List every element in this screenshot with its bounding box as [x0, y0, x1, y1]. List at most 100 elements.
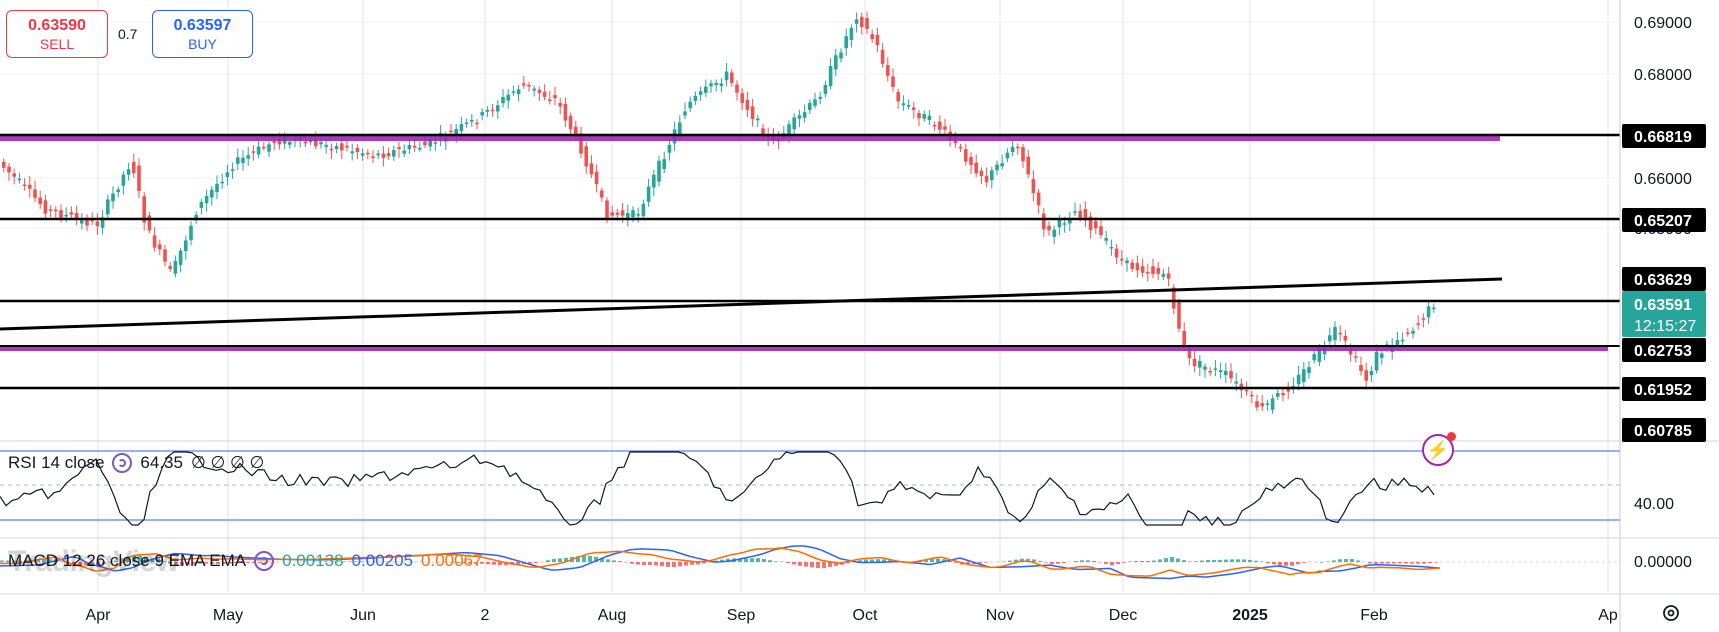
candle-body — [303, 141, 308, 144]
indicator-settings-icon[interactable] — [112, 453, 133, 473]
gear-icon[interactable] — [1660, 602, 1682, 624]
macd-histogram-bar — [846, 562, 850, 564]
candle-body — [43, 200, 48, 214]
indicator-settings-icon[interactable] — [254, 551, 275, 571]
macd-histogram-bar — [564, 557, 568, 562]
macd-histogram-bar — [354, 561, 358, 562]
macd-histogram-bar — [180, 562, 184, 566]
candle-body — [901, 103, 906, 106]
price-label-box — [1622, 338, 1706, 362]
price-tick-label: 0.68000 — [1634, 67, 1692, 84]
candle-body — [823, 85, 828, 94]
candle-body — [620, 210, 625, 216]
macd-histogram-bar — [954, 562, 958, 563]
macd-histogram-bar — [630, 562, 634, 564]
candle-body — [17, 178, 22, 181]
candle-body — [490, 109, 495, 112]
macd-histogram-bar — [1434, 562, 1438, 563]
macd-histogram-bar — [648, 562, 652, 566]
candle-body — [917, 113, 921, 119]
macd-histogram-bar — [804, 562, 808, 567]
macd-histogram-bar — [330, 561, 334, 562]
macd-histogram-bar — [1062, 562, 1066, 564]
candle-body — [548, 99, 552, 102]
candle-body — [116, 189, 120, 193]
time-axis: Apr May Jun 2 Aug Sep Oct Nov Dec 2025 Feb Ap — [86, 607, 1618, 624]
candle-body — [979, 170, 984, 177]
candle-body — [1166, 273, 1171, 279]
macd-histogram-bar — [936, 558, 940, 562]
macd-histogram-bar — [948, 560, 952, 562]
candle-body — [1010, 146, 1015, 153]
candle-body — [610, 212, 614, 216]
macd-histogram-bar — [1338, 559, 1342, 562]
macd-histogram-bar — [114, 560, 118, 562]
candle-body — [797, 115, 802, 119]
candle-body — [1229, 371, 1233, 379]
macd-histogram-bar — [516, 562, 520, 565]
macd-histogram-bar — [150, 558, 154, 562]
trendline — [0, 277, 1503, 331]
price-label-box — [1622, 377, 1706, 401]
candle-body — [147, 215, 152, 231]
candle-body — [891, 76, 895, 87]
macd-histogram-bar — [534, 562, 538, 563]
candle-body — [813, 99, 817, 106]
macd-histogram-bar — [1392, 562, 1396, 564]
rsi-legend[interactable]: RSI 14 close 64.35 ∅ ∅ ∅ ∅ — [8, 453, 264, 473]
candle-body — [818, 96, 822, 99]
candle-body — [454, 128, 458, 135]
candle-body — [256, 146, 261, 155]
macd-histogram-bar — [1344, 558, 1348, 562]
candle-body — [220, 181, 224, 184]
macd-line-value: 0.00205 — [351, 551, 414, 570]
notification-dot — [1447, 432, 1456, 441]
macd-signal-line — [0, 547, 1441, 577]
macd-histogram-bar — [204, 562, 208, 564]
candle-body — [433, 142, 438, 144]
candle-body — [1031, 179, 1036, 194]
macd-histogram-bar — [1296, 562, 1300, 565]
candle-body — [943, 126, 947, 130]
candle-body — [688, 101, 692, 109]
sell-price: 0.63590 — [28, 17, 86, 34]
candle-body — [1192, 358, 1197, 367]
candle-body — [1057, 219, 1062, 228]
candle-body — [225, 172, 230, 178]
macd-legend[interactable]: MACD 12 26 close 9 EMA EMA 0.00138 0.002… — [8, 551, 482, 571]
macd-histogram-bar — [120, 558, 124, 562]
macd-histogram-bar — [504, 562, 508, 566]
time-label: Dec — [1109, 607, 1137, 624]
sell-button[interactable]: 0.63590 SELL — [6, 10, 108, 58]
macd-histogram-bar — [606, 559, 610, 562]
macd-histogram-bar — [252, 562, 256, 563]
candle-body — [600, 190, 604, 198]
candle-body — [1047, 225, 1051, 231]
macd-histogram-bar — [750, 558, 754, 562]
macd-histogram-bar — [1020, 558, 1024, 562]
candle-body — [594, 171, 599, 185]
macd-histogram-bar — [1416, 562, 1420, 564]
candle-body — [392, 150, 396, 157]
macd-histogram-bar — [366, 561, 370, 562]
candle-body — [683, 111, 687, 116]
macd-histogram-bar — [156, 559, 160, 562]
candle-body — [64, 214, 68, 217]
candle-body — [386, 153, 391, 157]
candle-body — [912, 107, 916, 110]
candle-body — [418, 147, 422, 150]
candle-body — [938, 121, 942, 130]
candle-body — [1406, 332, 1410, 334]
macd-histogram-bar — [498, 562, 502, 566]
macd-histogram-bar — [1368, 562, 1372, 564]
flash-icon[interactable]: ⚡ — [1422, 432, 1456, 466]
candle-body — [95, 221, 100, 227]
macd-histogram-bar — [1074, 561, 1078, 562]
candle-body — [1021, 147, 1025, 162]
candle-body — [568, 116, 573, 130]
macd-histogram-bar — [1080, 560, 1084, 562]
macd-histogram-bar — [558, 558, 562, 562]
macd-histogram-bar — [24, 560, 28, 562]
buy-button[interactable]: 0.63597 BUY — [152, 10, 253, 58]
